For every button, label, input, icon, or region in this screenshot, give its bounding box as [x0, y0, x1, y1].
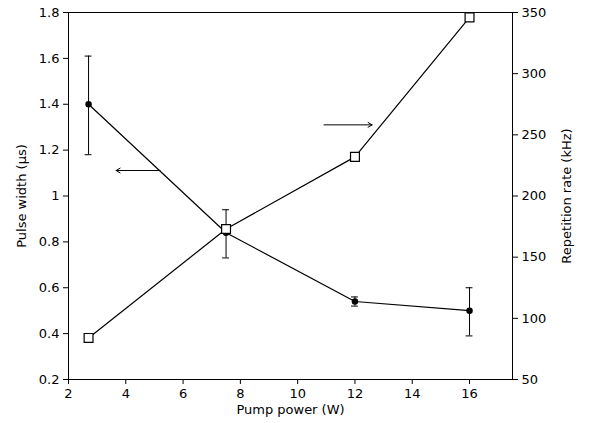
- svg-text:6: 6: [179, 386, 187, 401]
- svg-text:50: 50: [522, 372, 539, 387]
- svg-text:0.4: 0.4: [39, 326, 60, 341]
- svg-text:0.8: 0.8: [39, 234, 60, 249]
- svg-text:300: 300: [522, 66, 547, 81]
- svg-text:Repetition rate (kHz): Repetition rate (kHz): [559, 128, 574, 263]
- svg-text:1.8: 1.8: [39, 5, 60, 20]
- svg-text:1.6: 1.6: [39, 51, 60, 66]
- svg-text:250: 250: [522, 127, 547, 142]
- svg-text:2: 2: [64, 386, 72, 401]
- svg-text:10: 10: [289, 386, 306, 401]
- svg-text:1: 1: [51, 188, 59, 203]
- svg-text:Pump power (W): Pump power (W): [236, 402, 344, 417]
- svg-text:0.6: 0.6: [39, 280, 60, 295]
- svg-text:Pulse width (μs): Pulse width (μs): [14, 144, 29, 248]
- svg-text:12: 12: [347, 386, 364, 401]
- svg-text:350: 350: [522, 5, 547, 20]
- svg-text:200: 200: [522, 188, 547, 203]
- svg-text:8: 8: [236, 386, 244, 401]
- svg-text:4: 4: [122, 386, 130, 401]
- svg-text:150: 150: [522, 249, 547, 264]
- svg-text:14: 14: [404, 386, 421, 401]
- svg-text:16: 16: [461, 386, 478, 401]
- svg-text:100: 100: [522, 310, 547, 325]
- svg-text:1.4: 1.4: [39, 96, 60, 111]
- svg-text:1.2: 1.2: [39, 142, 60, 157]
- svg-text:0.2: 0.2: [39, 372, 60, 387]
